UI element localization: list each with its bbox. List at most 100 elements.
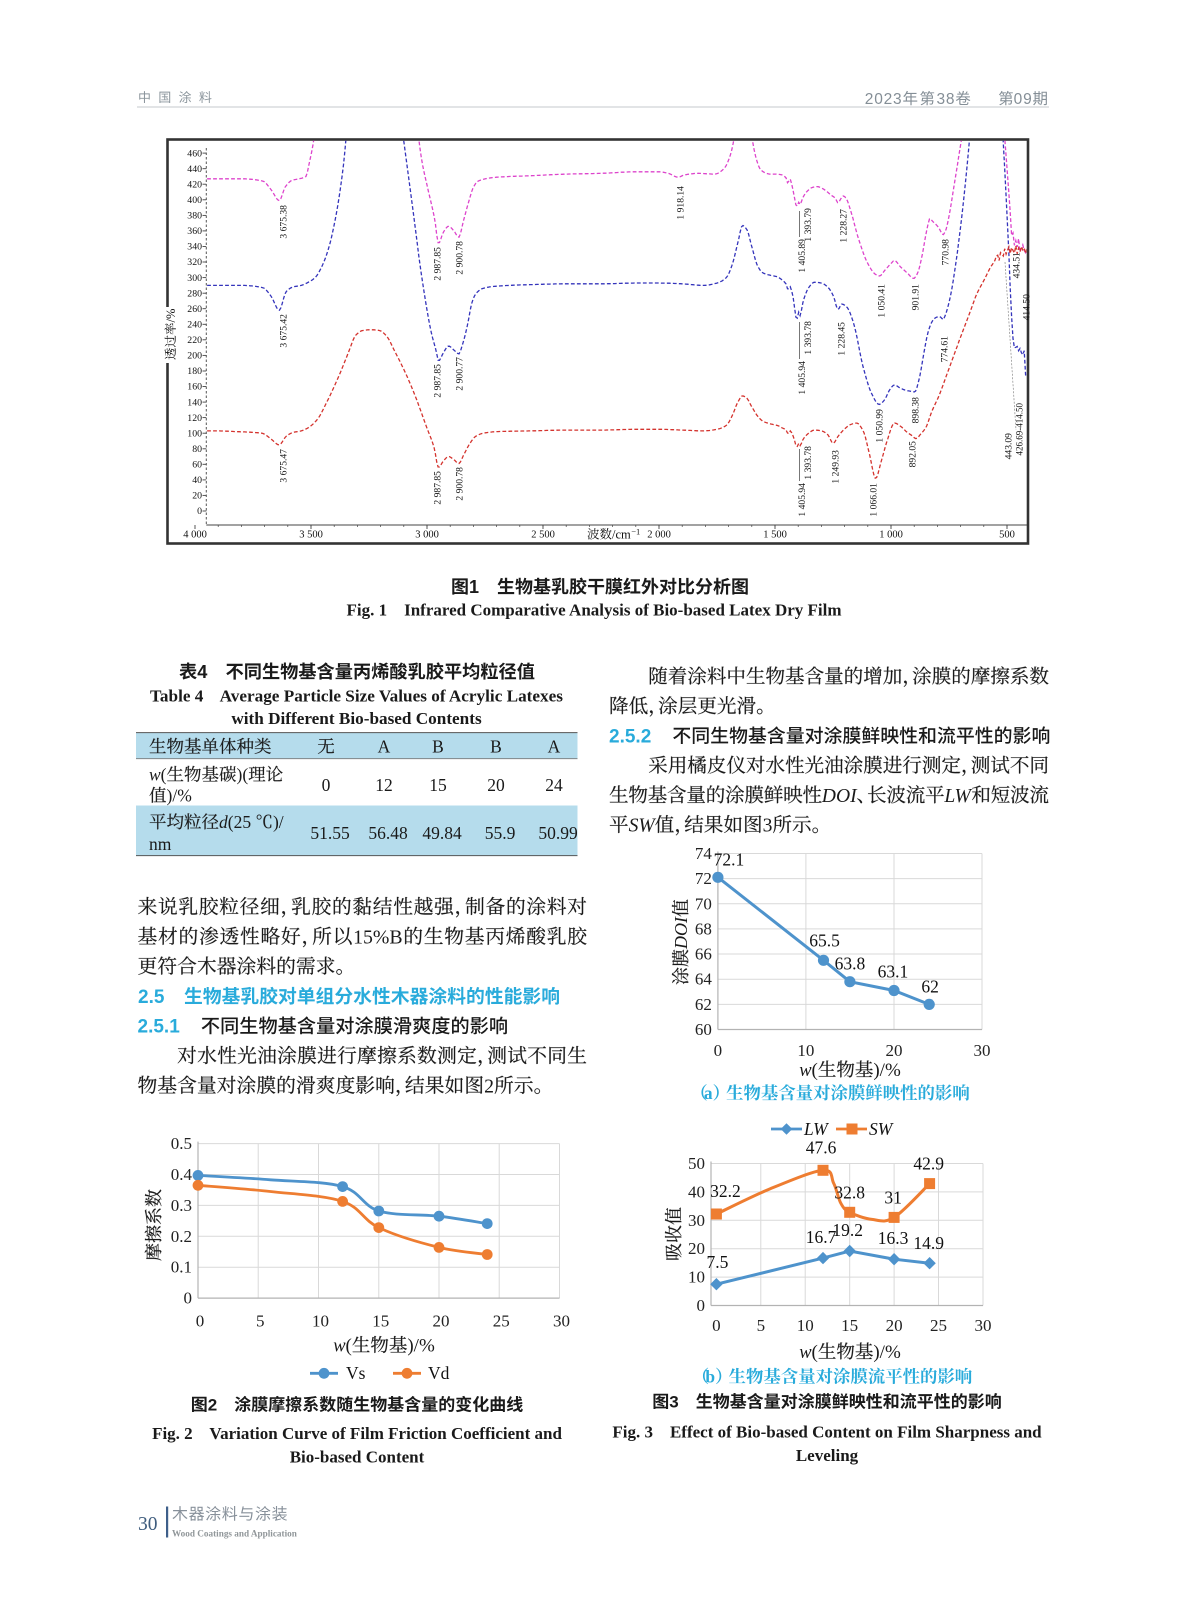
svg-text:120: 120 (187, 413, 202, 424)
svg-text:LW: LW (803, 1119, 829, 1139)
svg-text:)(: )( (237, 765, 249, 785)
svg-text:2 987.85: 2 987.85 (432, 471, 443, 505)
svg-text:(: ( (812, 1060, 818, 1081)
svg-text:440: 440 (187, 164, 202, 175)
svg-text:63.8: 63.8 (835, 954, 866, 974)
svg-text:56.48: 56.48 (368, 823, 408, 843)
svg-text:0.5: 0.5 (171, 1134, 192, 1153)
svg-text:320: 320 (187, 257, 202, 268)
svg-text:42.9: 42.9 (913, 1154, 944, 1174)
svg-text:2 900.78: 2 900.78 (454, 241, 465, 275)
svg-text:100: 100 (187, 428, 202, 439)
svg-text:1 228.27: 1 228.27 (838, 209, 849, 243)
svg-text:)/%: )/% (407, 1336, 435, 1357)
svg-text:)/%: )/% (167, 786, 192, 806)
svg-text:20: 20 (885, 1041, 902, 1060)
svg-text:14.9: 14.9 (913, 1233, 944, 1253)
svg-text:443.09: 443.09 (1003, 433, 1014, 460)
svg-text:460: 460 (187, 148, 202, 159)
svg-text:50.99: 50.99 (538, 823, 578, 843)
svg-text:140: 140 (187, 397, 202, 408)
svg-text:1 228.45: 1 228.45 (836, 322, 847, 356)
svg-text:500: 500 (999, 530, 1015, 541)
svg-text:5: 5 (256, 1312, 265, 1331)
svg-text:15%B: 15%B (353, 926, 402, 948)
svg-text:60: 60 (695, 1020, 712, 1039)
svg-text:SW: SW (629, 816, 657, 837)
svg-text:3 000: 3 000 (415, 530, 439, 541)
svg-text:50: 50 (688, 1154, 705, 1173)
svg-text:10: 10 (688, 1268, 705, 1287)
svg-text:15: 15 (429, 775, 447, 795)
svg-text:16.7: 16.7 (806, 1227, 837, 1247)
svg-text:20: 20 (433, 1312, 450, 1331)
svg-text:24: 24 (545, 775, 563, 795)
svg-text:a: a (704, 1083, 713, 1103)
svg-text:774.61: 774.61 (939, 336, 950, 363)
svg-text:B: B (432, 737, 444, 757)
svg-text:360: 360 (187, 226, 202, 237)
svg-text:15: 15 (372, 1312, 389, 1331)
svg-text:60: 60 (192, 460, 202, 471)
svg-text:w: w (799, 1061, 812, 1081)
svg-text:SW: SW (869, 1119, 894, 1139)
svg-text:25: 25 (930, 1316, 947, 1335)
svg-text:420: 420 (187, 179, 202, 190)
svg-text:64: 64 (695, 970, 713, 989)
svg-text:b: b (705, 1367, 715, 1387)
svg-text:180: 180 (187, 366, 202, 377)
svg-text:68: 68 (695, 919, 712, 938)
svg-text:1 000: 1 000 (879, 530, 903, 541)
svg-text:220: 220 (187, 335, 202, 346)
svg-text:40: 40 (192, 475, 202, 486)
svg-text:16.3: 16.3 (878, 1228, 909, 1248)
svg-text:2: 2 (484, 1075, 494, 1097)
svg-text:(: ( (161, 765, 167, 785)
svg-text:200: 200 (187, 351, 202, 362)
svg-text:3 500: 3 500 (299, 530, 323, 541)
svg-text:0: 0 (196, 1312, 205, 1331)
svg-text:nm: nm (149, 834, 172, 854)
svg-text:1 393.78: 1 393.78 (803, 321, 814, 355)
svg-text:0.4: 0.4 (171, 1165, 193, 1184)
svg-text:55.9: 55.9 (485, 823, 516, 843)
svg-text:2.5.1: 2.5.1 (138, 1017, 181, 1038)
svg-text:d: d (219, 812, 228, 832)
svg-text:1 050.99: 1 050.99 (874, 409, 885, 443)
svg-text:2 000: 2 000 (647, 530, 671, 541)
svg-text:A: A (378, 737, 391, 757)
svg-text:15: 15 (841, 1316, 858, 1335)
svg-text:Vs: Vs (346, 1363, 366, 1383)
svg-text:w: w (149, 765, 161, 785)
svg-text:260: 260 (187, 304, 202, 315)
svg-text:1 405.94: 1 405.94 (797, 361, 808, 395)
svg-text:30: 30 (688, 1211, 705, 1230)
svg-text:70: 70 (695, 894, 712, 913)
svg-text:65.5: 65.5 (809, 930, 840, 950)
svg-text:)/%: )/% (873, 1342, 901, 1363)
svg-text:0.2: 0.2 (171, 1227, 192, 1246)
svg-text:/%: /% (164, 309, 178, 323)
svg-text:25: 25 (493, 1312, 510, 1331)
svg-text:2 500: 2 500 (531, 530, 555, 541)
svg-text:7.5: 7.5 (706, 1252, 728, 1272)
svg-text:3 675.42: 3 675.42 (278, 314, 289, 348)
svg-text:160: 160 (187, 382, 202, 393)
svg-text:1 393.78: 1 393.78 (803, 446, 814, 480)
svg-text:(: ( (812, 1342, 818, 1363)
svg-text:3: 3 (763, 816, 773, 837)
svg-text:770.98: 770.98 (940, 239, 951, 266)
svg-text:3 675.47: 3 675.47 (278, 449, 289, 483)
svg-text:5: 5 (757, 1316, 766, 1335)
svg-text:0.1: 0.1 (171, 1258, 192, 1277)
svg-text:A: A (548, 737, 561, 757)
svg-text:Fig. 3 Effect of Bio-based: Fig. 3 Effect of Bio-based Content on Fi… (612, 1423, 1042, 1442)
svg-text:1 050.41: 1 050.41 (876, 284, 887, 318)
svg-text:4: 4 (197, 662, 208, 682)
svg-text:19.2: 19.2 (832, 1220, 863, 1240)
svg-text:280: 280 (187, 288, 202, 299)
svg-text:240: 240 (187, 319, 202, 330)
svg-text:72: 72 (695, 869, 712, 888)
svg-text:30: 30 (553, 1312, 570, 1331)
svg-text:2 987.85: 2 987.85 (432, 247, 443, 281)
